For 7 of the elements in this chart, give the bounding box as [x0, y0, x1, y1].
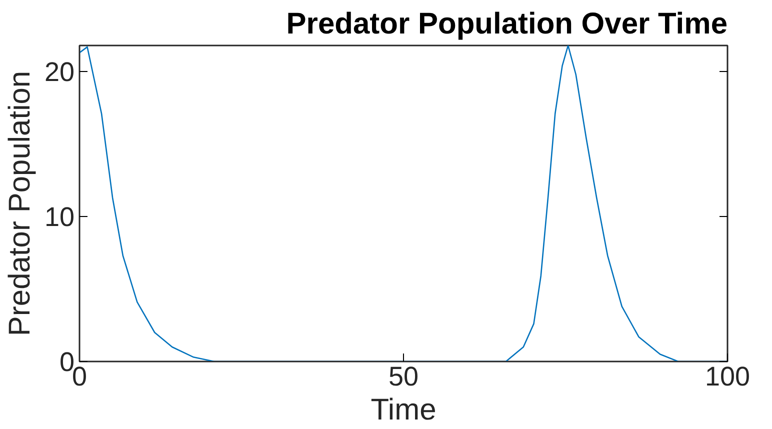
chart-title: Predator Population Over Time — [286, 8, 728, 40]
y-tick-label: 10 — [44, 202, 75, 232]
y-tick-label: 20 — [44, 57, 75, 88]
x-axis-title: Time — [370, 394, 436, 426]
x-tick-label: 50 — [388, 362, 419, 392]
y-axis-title: Predator Population — [3, 70, 36, 336]
x-tick-label: 100 — [704, 362, 750, 392]
